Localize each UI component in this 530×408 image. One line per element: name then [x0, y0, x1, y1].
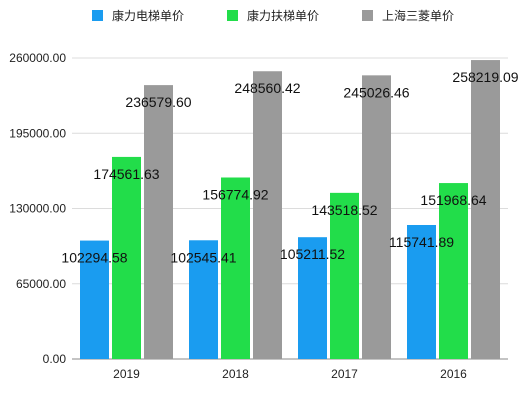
bars: [80, 60, 500, 360]
bar: [80, 240, 109, 359]
x-tick-label: 2016: [440, 367, 467, 381]
bar: [221, 177, 250, 359]
y-tick-label: 130000.00: [9, 202, 66, 216]
x-tick-label: 2017: [331, 367, 358, 381]
data-label: 151968.64: [420, 192, 486, 208]
x-tick-label: 2019: [113, 367, 140, 381]
legend-swatch: [362, 10, 373, 21]
legend-swatch: [92, 10, 103, 21]
data-label: 174561.63: [93, 166, 159, 182]
x-axis: 2019 2018 2017 2016: [113, 367, 467, 381]
y-tick-label: 260000.00: [9, 51, 66, 65]
x-tick-label: 2018: [222, 367, 249, 381]
data-label: 248560.42: [234, 80, 300, 96]
watermark-text: 雪球：MakeMoney投资研报: [333, 385, 520, 402]
bar: [253, 71, 282, 359]
data-label: 115741.89: [389, 234, 454, 250]
legend-label: 上海三菱单价: [382, 8, 454, 23]
data-label: 102294.58: [61, 250, 127, 266]
y-tick-label: 195000.00: [9, 126, 66, 140]
bar: [112, 156, 141, 359]
data-label: 245026.46: [343, 84, 409, 100]
data-label: 258219.09: [452, 69, 518, 85]
data-label: 236579.60: [125, 94, 191, 110]
legend: 康力电梯单价 康力扶梯单价 上海三菱单价: [92, 8, 454, 23]
data-label: 102545.41: [170, 249, 236, 265]
y-tick-label: 65000.00: [16, 277, 66, 291]
y-tick-label: 0.00: [43, 352, 67, 366]
data-label: 156774.92: [202, 187, 268, 203]
y-axis: 0.00 65000.00 130000.00 195000.00 260000.00: [9, 51, 66, 366]
bar: [407, 225, 436, 359]
data-labels: 102294.58 174561.63 236579.60 102545.41 1567…: [61, 69, 518, 266]
bar: [144, 85, 173, 359]
bar: [439, 183, 468, 359]
data-label: 143518.52: [311, 202, 377, 218]
bar: [298, 237, 327, 359]
bar: [471, 60, 500, 360]
bar: [362, 75, 391, 360]
legend-label: 康力电梯单价: [112, 8, 184, 23]
bar: [330, 192, 359, 359]
bar: [189, 240, 218, 359]
legend-swatch: [227, 10, 238, 21]
legend-label: 康力扶梯单价: [247, 8, 319, 23]
data-label: 105211.52: [280, 246, 345, 262]
